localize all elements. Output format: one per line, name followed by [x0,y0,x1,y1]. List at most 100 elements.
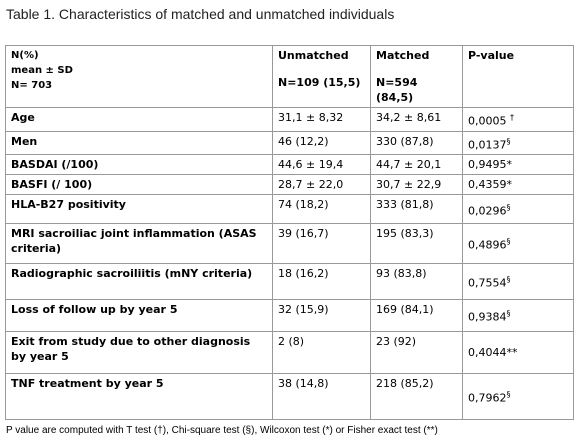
header-text: P-value [468,49,515,62]
p-value-mark: § [506,309,511,319]
header-text: N=594 (84,5) [376,76,418,104]
header-cell: Unmatched N=109 (15,5) [272,45,371,108]
table-cell: 0,0005 † [462,107,574,132]
header-text: Matched [376,49,430,62]
cell-text: 218 (85,2) [376,377,434,391]
table-cell: 0,4359* [462,174,574,196]
p-value: 0,4896 [468,239,507,253]
p-value-mark: § [506,202,511,212]
cell-text: 30,7 ± 22,9 [376,178,442,192]
p-value-mark: † [510,113,514,122]
cell-text: 32 (15,9) [278,303,329,317]
table-row: Loss of follow up by year 5 32 (15,9) 169 … [5,299,574,333]
header-text: N= 703 [11,80,53,91]
table-cell: 93 (83,8) [370,263,463,301]
table-cell: 0,4896§ [462,223,574,265]
table-cell: MRI sacroiliac joint inflammation (ASAS … [5,223,273,265]
cell-text: 18 (16,2) [278,267,329,281]
table-cell: 18 (16,2) [272,263,371,301]
cell-text: 93 (83,8) [376,267,427,281]
cell-text: Age [11,111,35,124]
table-row: MRI sacroiliac joint inflammation (ASAS … [5,223,574,265]
header-text: Unmatched [278,49,349,62]
table-cell: 169 (84,1) [370,299,463,333]
table-cell: 0,0296§ [462,194,574,225]
table-cell: 74 (18,2) [272,194,371,225]
table-cell: HLA-B27 positivity [5,194,273,225]
table-row: Radiographic sacroiliitis (mNY criteria)… [5,263,574,301]
table: N(%) mean ± SD N= 703 Unmatched N=109 (15,5)… [5,45,574,421]
p-value: 0,4044** [468,346,518,360]
p-value: 0,9495* [468,158,512,172]
table-cell: 0,9495* [462,154,574,176]
cell-text: 39 (16,7) [278,227,329,241]
cell-text: TNF treatment by year 5 [11,377,164,391]
header-cell: P-value [462,45,574,108]
p-value: 0,7962 [468,392,507,406]
p-value: 0,0137 [468,138,507,152]
table-cell: 23 (92) [370,331,463,375]
table-cell: BASDAI (/100) [5,154,273,176]
table-row: HLA-B27 positivity 74 (18,2) 333 (81,8) 0,0… [5,194,574,225]
table-row: Age 31,1 ± 8,32 34,2 ± 8,61 0,0005 † [5,107,574,132]
footnote: P value are computed with T test (†), Ch… [6,425,438,436]
p-value: 0,0005 [468,114,510,128]
table-cell: 218 (85,2) [370,373,463,421]
table-row: Exit from study due to other diagnosis b… [5,331,574,375]
table-cell: Radiographic sacroiliitis (mNY criteria) [5,263,273,301]
cell-text: 23 (92) [376,335,417,349]
table-cell: 44,6 ± 19,4 [272,154,371,176]
p-value-mark: § [506,390,511,400]
table-cell: 333 (81,8) [370,194,463,225]
p-value: 0,7554 [468,277,507,291]
table-cell: 0,7554§ [462,263,574,301]
table-cell: TNF treatment by year 5 [5,373,273,421]
table-cell: 31,1 ± 8,32 [272,107,371,132]
table-cell: Exit from study due to other diagnosis b… [5,331,273,375]
p-value-mark: § [506,136,511,146]
table-cell: Loss of follow up by year 5 [5,299,273,333]
header-cell: Matched N=594 (84,5) [370,45,463,108]
table-cell: 30,7 ± 22,9 [370,174,463,196]
table-cell: BASFI (/ 100) [5,174,273,196]
cell-text: Loss of follow up by year 5 [11,303,178,317]
table-title: Table 1. Characteristics of matched and … [6,6,395,22]
table-cell: 0,9384§ [462,299,574,333]
cell-text: HLA-B27 positivity [11,198,126,212]
table-row: BASDAI (/100) 44,6 ± 19,4 44,7 ± 20,1 0,949… [5,154,574,176]
table-cell: Age [5,107,273,132]
cell-text: 46 (12,2) [278,134,329,148]
p-value-mark: § [506,275,511,285]
table-cell: 330 (87,8) [370,130,463,156]
cell-text: 74 (18,2) [278,198,329,212]
header-text: N(%) [11,50,39,61]
cell-text: 330 (87,8) [376,134,434,148]
header-text: N=109 (15,5) [278,76,361,89]
p-value: 0,0296 [468,204,507,218]
cell-text: 2 (8) [278,335,305,349]
cell-text: 169 (84,1) [376,303,434,317]
table-cell: 39 (16,7) [272,223,371,265]
cell-text: 195 (83,3) [376,227,434,241]
cell-text: BASDAI (/100) [11,158,99,172]
table-cell: Men [5,130,273,156]
cell-text: 44,6 ± 19,4 [278,158,344,172]
p-value-mark: § [506,237,511,247]
table-row: TNF treatment by year 5 38 (14,8) 218 (85,… [5,373,574,421]
cell-text: Exit from study due to other diagnosis b… [11,335,251,364]
table-cell: 34,2 ± 8,61 [370,107,463,132]
table-row: Men 46 (12,2) 330 (87,8) 0,0137§ [5,130,574,156]
cell-text: 34,2 ± 8,61 [376,111,442,124]
cell-text: Radiographic sacroiliitis (mNY criteria) [11,267,253,281]
header-text: mean ± SD [11,65,73,76]
cell-text: 31,1 ± 8,32 [278,111,344,124]
table-cell: 0,7962§ [462,373,574,421]
cell-text: 38 (14,8) [278,377,329,391]
header-cell: N(%) mean ± SD N= 703 [5,45,273,108]
table-cell: 44,7 ± 20,1 [370,154,463,176]
cell-text: 28,7 ± 22,0 [278,178,344,192]
header-row: N(%) mean ± SD N= 703 Unmatched N=109 (15,5)… [5,45,574,108]
table-cell: 28,7 ± 22,0 [272,174,371,196]
cell-text: 44,7 ± 20,1 [376,158,442,172]
